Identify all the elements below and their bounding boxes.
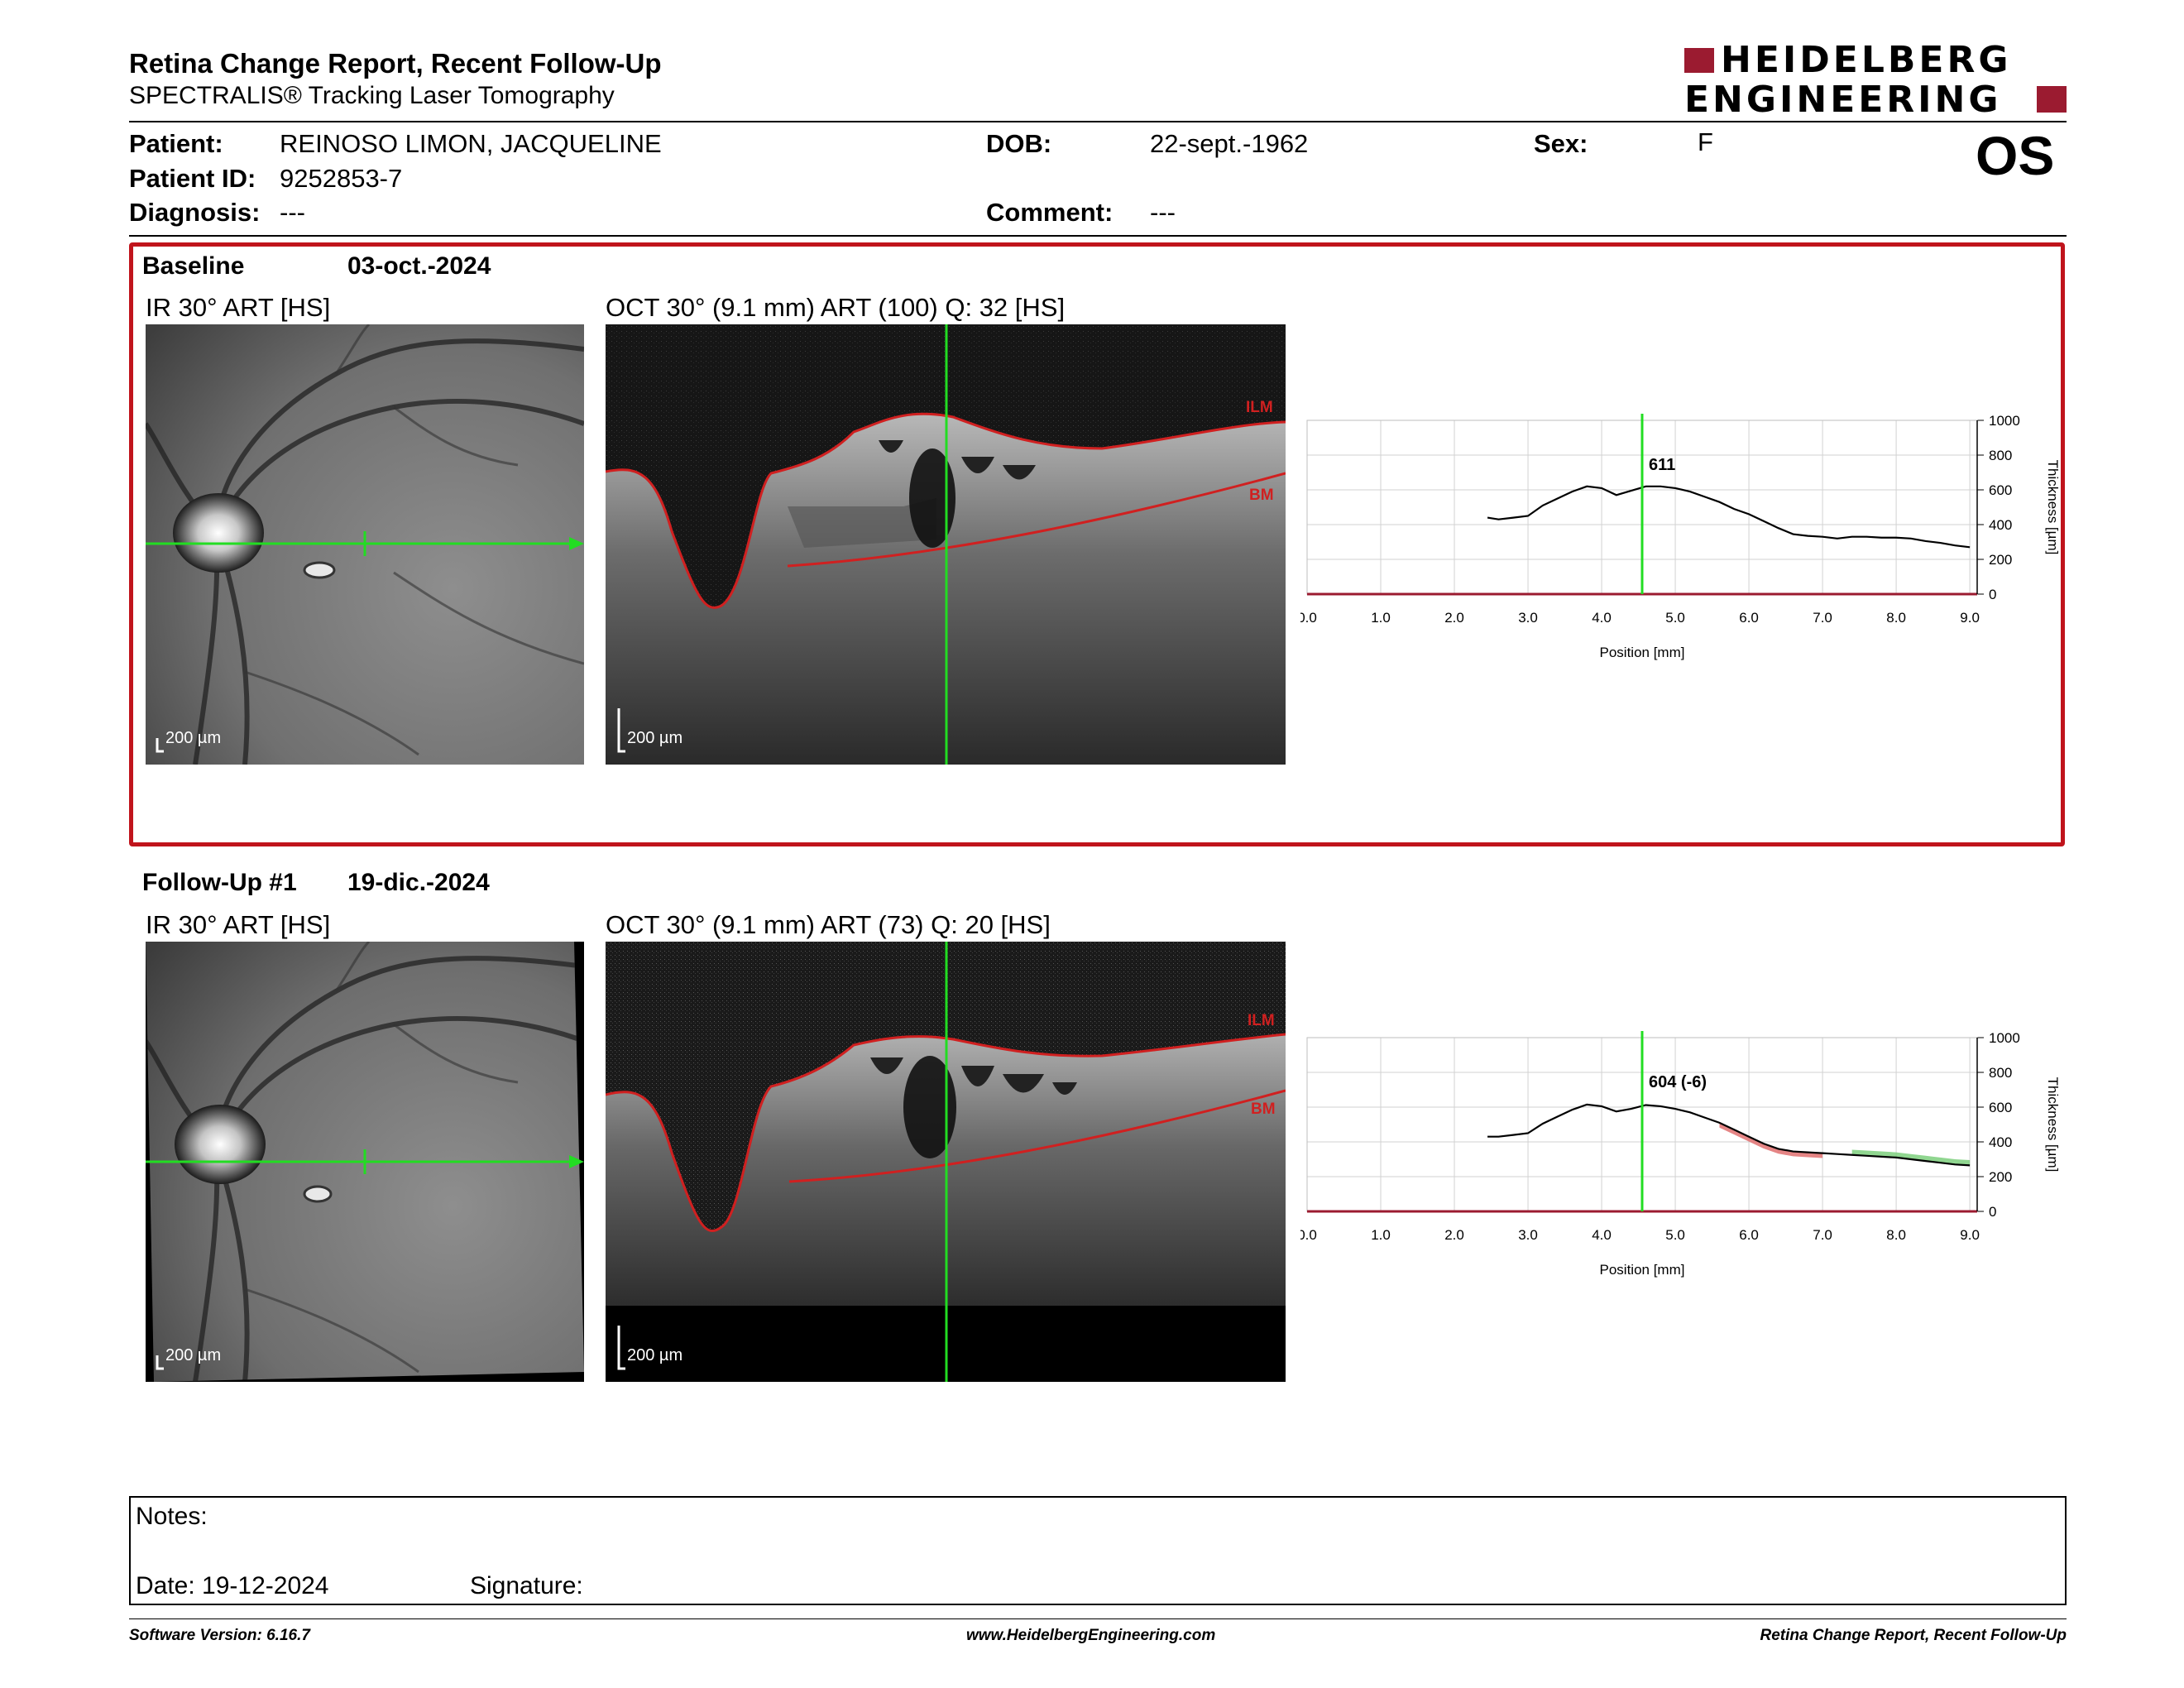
footer-divider xyxy=(129,1618,2067,1619)
header-divider xyxy=(129,121,2067,122)
baseline-oct-scale: 200 µm xyxy=(627,729,682,747)
y-axis-title: Thickness [µm] xyxy=(2045,460,2061,555)
followup-ir-image[interactable]: 200 µm xyxy=(146,942,584,1382)
x-tick-label: 3.0 xyxy=(1518,1227,1538,1243)
heidelberg-logo: HEIDELBERG ENGINEERING xyxy=(1684,41,2067,121)
notes-label: Notes: xyxy=(136,1503,208,1530)
patient-name: REINOSO LIMON, JACQUELINE xyxy=(280,129,662,158)
notes-date: Date: 19-12-2024 xyxy=(136,1572,329,1599)
followup-bm-label: BM xyxy=(1251,1101,1276,1118)
x-tick-label: 9.0 xyxy=(1960,610,1980,626)
baseline-ir-scale: 200 µm xyxy=(165,729,221,747)
patient-id: 9252853-7 xyxy=(280,164,403,193)
thinning-area xyxy=(1719,1122,1823,1158)
footer-report-name: Retina Change Report, Recent Follow-Up xyxy=(1760,1627,2067,1644)
followup-oct-title: OCT 30° (9.1 mm) ART (73) Q: 20 [HS] xyxy=(606,910,1051,939)
thickness-line xyxy=(1487,485,1971,549)
followup-oct-scale: 200 µm xyxy=(627,1346,682,1364)
patient-name-label: Patient: xyxy=(129,129,223,158)
followup-ir-title: IR 30° ART [HS] xyxy=(146,910,331,939)
followup-ilm-label: ILM xyxy=(1248,1012,1275,1029)
patient-divider xyxy=(129,235,2067,237)
website-link[interactable]: www.HeidelbergEngineering.com xyxy=(966,1627,1216,1644)
notes-box[interactable] xyxy=(129,1496,2067,1605)
report-title: Retina Change Report, Recent Follow-Up xyxy=(129,48,662,79)
x-tick-label: 0.0 xyxy=(1300,1227,1317,1243)
baseline-ir-image[interactable]: 200 µm xyxy=(146,324,584,765)
y-tick-label: 800 xyxy=(1989,1065,2012,1081)
sex-value: F xyxy=(1698,127,1713,156)
x-axis-title: Position [mm] xyxy=(1600,645,1685,660)
y-tick-label: 200 xyxy=(1989,1169,2012,1185)
x-tick-label: 2.0 xyxy=(1444,610,1464,626)
baseline-label: Baseline xyxy=(142,252,245,280)
x-tick-label: 9.0 xyxy=(1960,1227,1980,1243)
y-tick-label: 0 xyxy=(1989,587,1996,602)
report-subtitle: SPECTRALIS® Tracking Laser Tomography xyxy=(129,82,615,109)
y-axis-title: Thickness [µm] xyxy=(2045,1077,2061,1172)
y-tick-label: 1000 xyxy=(1989,1031,2020,1046)
thickening-area xyxy=(1851,1149,1971,1166)
followup-date: 19-dic.-2024 xyxy=(347,869,490,896)
followup-label: Follow-Up #1 xyxy=(142,869,297,896)
y-tick-label: 400 xyxy=(1989,517,2012,533)
x-tick-label: 8.0 xyxy=(1886,610,1906,626)
x-tick-label: 1.0 xyxy=(1371,1227,1391,1243)
followup-ir-scale: 200 µm xyxy=(165,1346,221,1364)
signature-label: Signature: xyxy=(470,1572,583,1599)
eye-indicator: OS xyxy=(1976,125,2055,186)
x-tick-label: 6.0 xyxy=(1739,610,1759,626)
comment-label: Comment: xyxy=(986,198,1114,227)
x-tick-label: 5.0 xyxy=(1665,1227,1685,1243)
comment-value: --- xyxy=(1150,198,1176,227)
logo-red-square-bottom xyxy=(2037,86,2067,113)
logo-red-square-top xyxy=(1684,48,1714,73)
baseline-date: 03-oct.-2024 xyxy=(347,252,491,280)
x-tick-label: 5.0 xyxy=(1665,610,1685,626)
y-tick-label: 800 xyxy=(1989,448,2012,463)
baseline-oct-title: OCT 30° (9.1 mm) ART (100) Q: 32 [HS] xyxy=(606,293,1066,322)
x-tick-label: 3.0 xyxy=(1518,610,1538,626)
baseline-frame xyxy=(129,242,2065,846)
y-tick-label: 0 xyxy=(1989,1204,1996,1220)
x-tick-label: 0.0 xyxy=(1300,610,1317,626)
cursor-value-label: 611 xyxy=(1649,456,1675,474)
x-tick-label: 7.0 xyxy=(1813,610,1832,626)
baseline-thickness-chart: 0.0 1.0 2.0 3.0 4.0 5.0 6.0 7.0 8.0 9.0 0 200 400 600… xyxy=(1300,414,2061,660)
followup-oct-image[interactable]: ILM BM 200 µm xyxy=(606,942,1286,1382)
sex-label: Sex: xyxy=(1534,129,1588,158)
x-tick-label: 4.0 xyxy=(1592,610,1612,626)
x-axis-title: Position [mm] xyxy=(1600,1262,1685,1278)
cursor-value-label: 604 (-6) xyxy=(1649,1073,1707,1091)
baseline-ilm-label: ILM xyxy=(1246,399,1273,416)
x-tick-label: 1.0 xyxy=(1371,610,1391,626)
x-tick-label: 7.0 xyxy=(1813,1227,1832,1243)
x-tick-label: 4.0 xyxy=(1592,1227,1612,1243)
baseline-ir-title: IR 30° ART [HS] xyxy=(146,293,331,322)
dob-label: DOB: xyxy=(986,129,1052,158)
y-tick-label: 600 xyxy=(1989,482,2012,498)
diagnosis-label: Diagnosis: xyxy=(129,198,261,227)
baseline-bm-label: BM xyxy=(1249,487,1274,504)
logo-text-line2: ENGINEERING xyxy=(1684,79,2002,121)
followup-thickness-chart: 0.0 1.0 2.0 3.0 4.0 5.0 6.0 7.0 8.0 9.0 0 200 400 600… xyxy=(1300,1031,2061,1278)
x-tick-label: 8.0 xyxy=(1886,1227,1906,1243)
baseline-oct-image[interactable]: ILM BM 200 µm xyxy=(606,324,1286,765)
software-version: Software Version: 6.16.7 xyxy=(129,1627,310,1644)
y-tick-label: 200 xyxy=(1989,552,2012,568)
y-tick-label: 400 xyxy=(1989,1134,2012,1150)
y-tick-label: 1000 xyxy=(1989,414,2020,429)
thickness-line xyxy=(1487,1103,1971,1167)
diagnosis-value: --- xyxy=(280,198,305,227)
x-tick-label: 2.0 xyxy=(1444,1227,1464,1243)
dob-value: 22-sept.-1962 xyxy=(1150,129,1309,158)
y-tick-label: 600 xyxy=(1989,1100,2012,1115)
logo-text-line1: HEIDELBERG xyxy=(1721,39,2012,81)
patient-id-label: Patient ID: xyxy=(129,164,256,193)
x-tick-label: 6.0 xyxy=(1739,1227,1759,1243)
